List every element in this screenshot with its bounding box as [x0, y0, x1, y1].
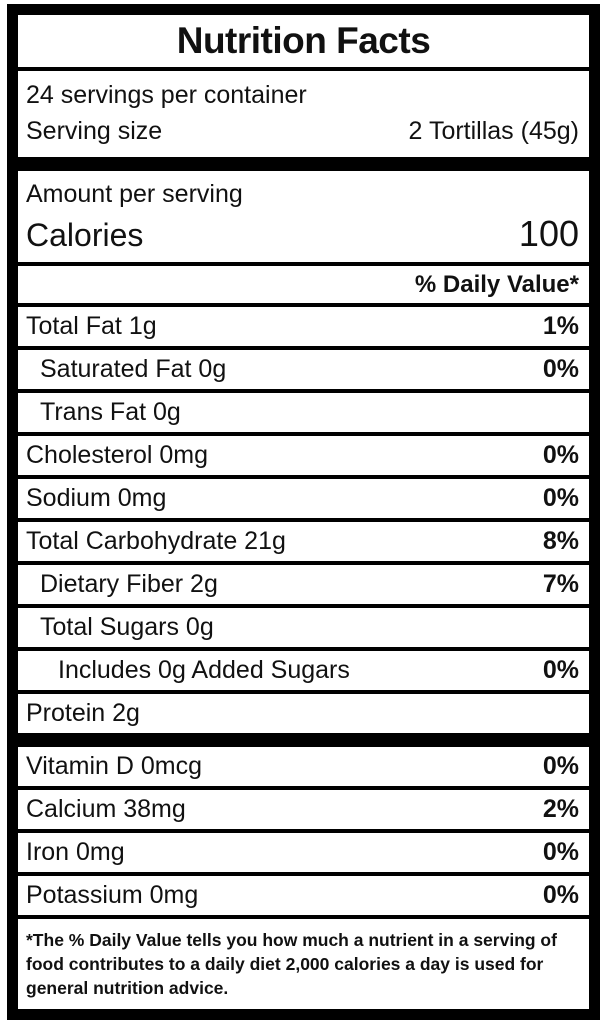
- nutrient-row: Total Carbohydrate 21g 8%: [18, 522, 589, 561]
- nutrient-name: Includes 0g Added Sugars: [58, 656, 350, 684]
- nutrient-row: Total Fat 1g 1%: [18, 307, 589, 346]
- nutrient-row: Cholesterol 0mg 0%: [18, 436, 589, 475]
- nutrient-row: Dietary Fiber 2g 7%: [18, 565, 589, 604]
- servings-per-container: 24 servings per container: [26, 81, 307, 109]
- nutrient-daily-value: 8%: [542, 527, 579, 555]
- nutrient-name: Potassium 0mg: [26, 881, 199, 909]
- serving-info-box: 24 servings per container Serving size 2…: [18, 71, 589, 157]
- nutrient-daily-value: 2%: [542, 795, 579, 823]
- calories-row: Calories 100: [26, 215, 579, 254]
- amount-per-serving-label: Amount per serving: [26, 180, 243, 208]
- nutrient-name: Calcium 38mg: [26, 795, 186, 823]
- label-title-box: Nutrition Facts: [18, 15, 589, 67]
- nutrient-daily-value: 0%: [542, 484, 579, 512]
- label-title: Nutrition Facts: [176, 20, 431, 61]
- nutrient-daily-value: 0%: [542, 881, 579, 909]
- calories-box: Amount per serving Calories 100: [18, 171, 589, 262]
- nutrient-daily-value: 0%: [542, 355, 579, 383]
- nutrient-daily-value: 0%: [542, 752, 579, 780]
- nutrient-name: Vitamin D 0mcg: [26, 752, 202, 780]
- nutrient-row: Vitamin D 0mcg 0%: [18, 747, 589, 786]
- nutrient-name: Iron 0mg: [26, 838, 125, 866]
- nutrient-row: Protein 2g: [18, 694, 589, 733]
- nutrient-daily-value: 1%: [542, 312, 579, 340]
- nutrient-name: Protein 2g: [26, 699, 140, 727]
- nutrient-name: Saturated Fat 0g: [40, 355, 227, 383]
- calories-label: Calories: [26, 217, 144, 253]
- nutrient-row: Total Sugars 0g: [18, 608, 589, 647]
- serving-size-value: 2 Tortillas (45g): [408, 117, 579, 145]
- serving-size-label: Serving size: [26, 117, 163, 145]
- calories-value: 100: [518, 213, 579, 254]
- nutrient-row: Sodium 0mg 0%: [18, 479, 589, 518]
- nutrient-row: Calcium 38mg 2%: [18, 790, 589, 829]
- nutrient-row: Potassium 0mg 0%: [18, 876, 589, 915]
- nutrient-daily-value: 0%: [542, 441, 579, 469]
- daily-value-header-text: % Daily Value*: [414, 270, 579, 298]
- nutrition-label: Nutrition Facts 24 servings per containe…: [7, 4, 600, 1020]
- nutrient-row: Saturated Fat 0g 0%: [18, 350, 589, 389]
- footnote: *The % Daily Value tells you how much a …: [18, 919, 589, 1009]
- nutrient-daily-value: 7%: [542, 570, 579, 598]
- nutrient-daily-value: 0%: [542, 656, 579, 684]
- daily-value-header: % Daily Value*: [18, 266, 589, 303]
- nutrient-name: Cholesterol 0mg: [26, 441, 209, 469]
- nutrient-name: Dietary Fiber 2g: [40, 570, 218, 598]
- nutrient-daily-value: 0%: [542, 838, 579, 866]
- nutrient-name: Total Sugars 0g: [40, 613, 214, 641]
- nutrient-row: Includes 0g Added Sugars 0%: [18, 651, 589, 690]
- nutrient-name: Total Fat 1g: [26, 312, 157, 340]
- nutrient-name: Sodium 0mg: [26, 484, 167, 512]
- serving-size-row: Serving size 2 Tortillas (45g): [26, 113, 579, 149]
- nutrient-row: Iron 0mg 0%: [18, 833, 589, 872]
- nutrient-row: Trans Fat 0g: [18, 393, 589, 432]
- nutrient-name: Trans Fat 0g: [40, 398, 181, 426]
- nutrient-name: Total Carbohydrate 21g: [26, 527, 286, 555]
